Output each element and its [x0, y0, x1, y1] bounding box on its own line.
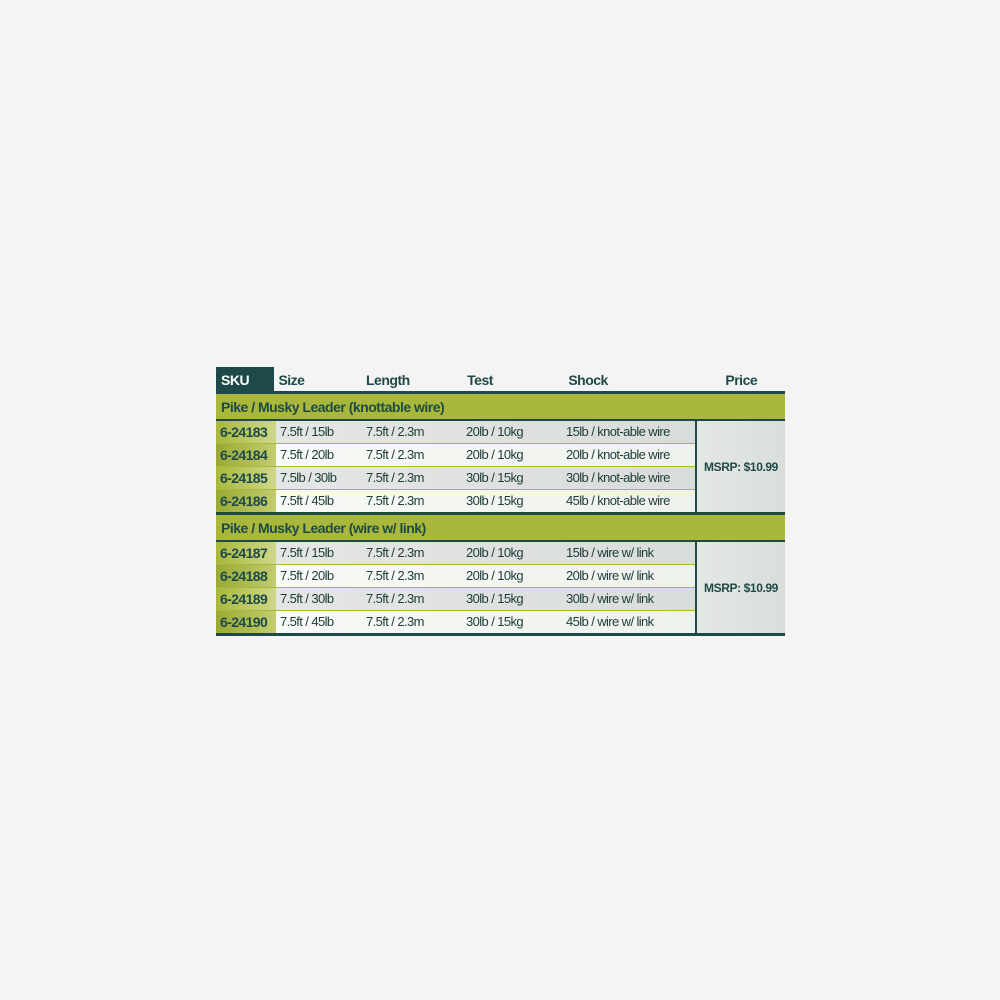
cell-size: 7.5ft / 20lb — [280, 568, 334, 583]
cell-test: 20lb / 10kg — [466, 447, 524, 462]
cell-length: 7.5ft / 2.3m — [366, 545, 424, 560]
cell-length: 7.5ft / 2.3m — [366, 614, 424, 629]
cell-sku: 6-24188 — [216, 565, 276, 587]
cell-test: 30lb / 15kg — [466, 614, 524, 629]
table-row: 6-24189 7.5ft / 30lb 7.5ft / 2.3m 30lb / 15… — [216, 588, 695, 611]
table-row: 6-24184 7.5ft / 20lb 7.5ft / 2.3m 20lb / 10… — [216, 444, 695, 467]
cell-size: 7.5ft / 15lb — [280, 424, 334, 439]
cell-size: 7.5ft / 15lb — [280, 545, 334, 560]
header-test: Test — [467, 372, 493, 388]
cell-length: 7.5ft / 2.3m — [366, 591, 424, 606]
cell-test: 30lb / 15kg — [466, 493, 524, 508]
cell-test: 20lb / 10kg — [466, 424, 524, 439]
cell-sku: 6-24184 — [216, 444, 276, 466]
cell-sku: 6-24185 — [216, 467, 276, 489]
cell-length: 7.5ft / 2.3m — [366, 447, 424, 462]
product-group: 6-24187 7.5ft / 15lb 7.5ft / 2.3m 20lb / 10… — [216, 542, 785, 636]
table-row: 6-24186 7.5ft / 45lb 7.5ft / 2.3m 30lb / 15… — [216, 490, 695, 512]
cell-sku: 6-24186 — [216, 490, 276, 512]
table-row: 6-24185 7.5lb / 30lb 7.5ft / 2.3m 30lb / 15… — [216, 467, 695, 490]
price-cell: MSRP: $10.99 — [695, 421, 785, 512]
cell-test: 30lb / 15kg — [466, 591, 524, 606]
price-cell: MSRP: $10.99 — [695, 542, 785, 633]
table-row: 6-24190 7.5ft / 45lb 7.5ft / 2.3m 30lb / 15… — [216, 611, 695, 633]
cell-length: 7.5ft / 2.3m — [366, 424, 424, 439]
cell-test: 20lb / 10kg — [466, 545, 524, 560]
cell-shock: 45lb / wire w/ link — [566, 614, 654, 629]
product-table: SKU Size Length Test Shock Price Pike / … — [216, 367, 785, 636]
header-sku: SKU — [216, 367, 275, 391]
cell-sku: 6-24190 — [216, 611, 276, 633]
header-length: Length — [366, 372, 410, 388]
cell-size: 7.5ft / 45lb — [280, 493, 334, 508]
product-group: 6-24183 7.5ft / 15lb 7.5ft / 2.3m 20lb / 10… — [216, 421, 785, 515]
cell-sku: 6-24189 — [216, 588, 276, 610]
cell-length: 7.5ft / 2.3m — [366, 493, 424, 508]
cell-test: 20lb / 10kg — [466, 568, 524, 583]
table-row: 6-24187 7.5ft / 15lb 7.5ft / 2.3m 20lb / 10… — [216, 542, 695, 565]
section-title: Pike / Musky Leader (wire w/ link) — [216, 515, 785, 542]
cell-size: 7.5ft / 30lb — [280, 591, 334, 606]
table-header: SKU Size Length Test Shock Price — [216, 367, 785, 394]
table-row: 6-24183 7.5ft / 15lb 7.5ft / 2.3m 20lb / 10… — [216, 421, 695, 444]
section-title: Pike / Musky Leader (knottable wire) — [216, 394, 785, 421]
cell-shock: 30lb / wire w/ link — [566, 591, 654, 606]
cell-shock: 45lb / knot-able wire — [566, 493, 670, 508]
cell-size: 7.5lb / 30lb — [280, 470, 337, 485]
cell-size: 7.5ft / 20lb — [280, 447, 334, 462]
cell-length: 7.5ft / 2.3m — [366, 568, 424, 583]
cell-shock: 15lb / wire w/ link — [566, 545, 654, 560]
cell-shock: 20lb / wire w/ link — [566, 568, 654, 583]
cell-sku: 6-24187 — [216, 542, 276, 564]
cell-shock: 20lb / knot-able wire — [566, 447, 670, 462]
cell-shock: 30lb / knot-able wire — [566, 470, 670, 485]
cell-size: 7.5ft / 45lb — [280, 614, 334, 629]
cell-shock: 15lb / knot-able wire — [566, 424, 670, 439]
header-price: Price — [725, 372, 758, 388]
cell-sku: 6-24183 — [216, 421, 276, 443]
cell-test: 30lb / 15kg — [466, 470, 524, 485]
cell-length: 7.5ft / 2.3m — [366, 470, 424, 485]
table-row: 6-24188 7.5ft / 20lb 7.5ft / 2.3m 20lb / 10… — [216, 565, 695, 588]
header-shock: Shock — [568, 372, 608, 388]
header-size: Size — [278, 372, 305, 388]
